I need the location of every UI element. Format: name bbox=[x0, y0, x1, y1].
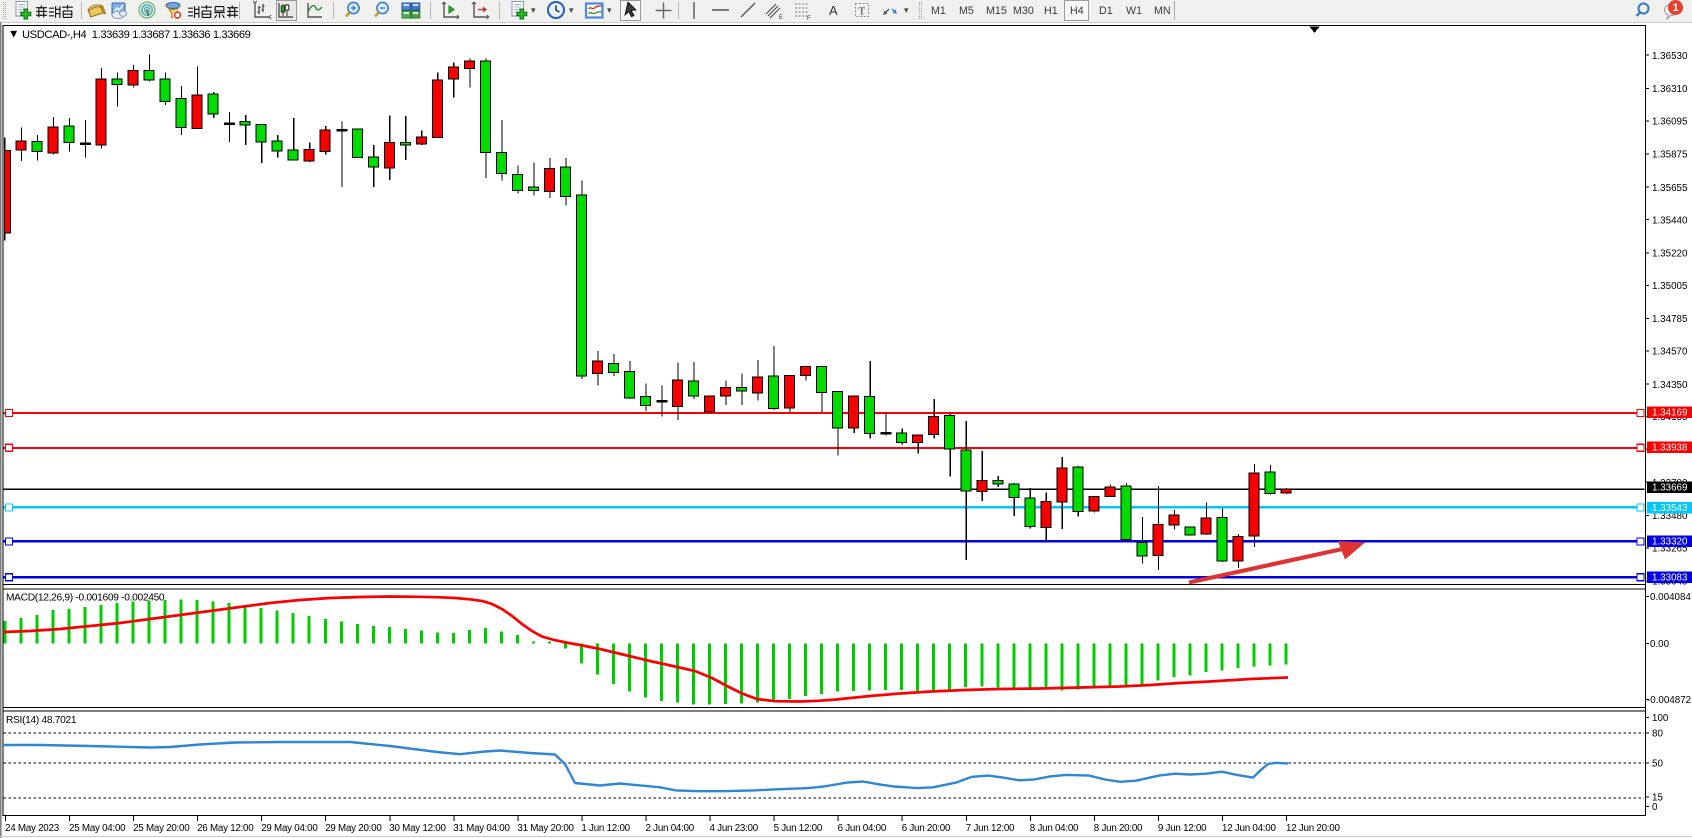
svg-text:50: 50 bbox=[1652, 759, 1663, 770]
svg-text:29 May 20:00: 29 May 20:00 bbox=[325, 823, 382, 834]
svg-text:1.34785: 1.34785 bbox=[1652, 314, 1688, 325]
svg-text:80: 80 bbox=[1652, 729, 1663, 740]
svg-text:MACD(12,26,9) -0.001609 -0.002: MACD(12,26,9) -0.001609 -0.002450 bbox=[6, 593, 165, 604]
svg-text:6 Jun 20:00: 6 Jun 20:00 bbox=[902, 823, 951, 834]
svg-text:2 Jun 04:00: 2 Jun 04:00 bbox=[646, 823, 695, 834]
svg-text:5 Jun 12:00: 5 Jun 12:00 bbox=[774, 823, 823, 834]
svg-text:1.33938: 1.33938 bbox=[1652, 443, 1688, 454]
svg-text:1.35440: 1.35440 bbox=[1652, 215, 1688, 226]
svg-text:1.35875: 1.35875 bbox=[1652, 150, 1688, 161]
svg-text:1.34350: 1.34350 bbox=[1652, 380, 1688, 391]
svg-text:1.36095: 1.36095 bbox=[1652, 116, 1688, 127]
svg-text:30 May 12:00: 30 May 12:00 bbox=[389, 823, 446, 834]
svg-text:1.36310: 1.36310 bbox=[1652, 84, 1688, 95]
svg-text:-0.004872: -0.004872 bbox=[1647, 695, 1691, 706]
svg-text:31 May 20:00: 31 May 20:00 bbox=[517, 823, 574, 834]
svg-text:4 Jun 23:00: 4 Jun 23:00 bbox=[710, 823, 759, 834]
svg-text:1.33320: 1.33320 bbox=[1652, 537, 1688, 548]
svg-text:24 May 2023: 24 May 2023 bbox=[5, 823, 60, 834]
svg-text:8 Jun 04:00: 8 Jun 04:00 bbox=[1030, 823, 1079, 834]
svg-text:1.34570: 1.34570 bbox=[1652, 347, 1688, 358]
svg-text:31 May 04:00: 31 May 04:00 bbox=[453, 823, 510, 834]
svg-text:25 May 04:00: 25 May 04:00 bbox=[69, 823, 126, 834]
svg-text:F: F bbox=[807, 16, 811, 22]
svg-text:1.33669: 1.33669 bbox=[1652, 482, 1687, 493]
svg-text:1.33543: 1.33543 bbox=[1652, 503, 1688, 514]
svg-text:25 May 20:00: 25 May 20:00 bbox=[133, 823, 190, 834]
svg-text:7 Jun 12:00: 7 Jun 12:00 bbox=[966, 823, 1015, 834]
svg-text:26 May 12:00: 26 May 12:00 bbox=[197, 823, 254, 834]
svg-text:100: 100 bbox=[1652, 713, 1669, 724]
svg-text:15: 15 bbox=[1652, 793, 1663, 804]
svg-text:12 Jun 04:00: 12 Jun 04:00 bbox=[1222, 823, 1276, 834]
svg-text:E: E bbox=[779, 15, 783, 21]
svg-text:1.35220: 1.35220 bbox=[1652, 249, 1688, 260]
svg-text:0.004084: 0.004084 bbox=[1650, 592, 1691, 603]
svg-text:▼: ▼ bbox=[8, 29, 19, 41]
svg-text:USDCAD-,H4 1.33639 1.33687 1.: USDCAD-,H4 1.33639 1.33687 1.33636 1.336… bbox=[22, 29, 251, 41]
svg-text:1.36530: 1.36530 bbox=[1652, 51, 1688, 62]
svg-text:0: 0 bbox=[1652, 802, 1658, 813]
svg-text:0.00: 0.00 bbox=[1650, 639, 1670, 650]
svg-text:1.33265: 1.33265 bbox=[1652, 544, 1688, 555]
svg-text:1.35005: 1.35005 bbox=[1652, 281, 1688, 292]
svg-text:29 May 04:00: 29 May 04:00 bbox=[261, 823, 318, 834]
svg-text:1.33480: 1.33480 bbox=[1652, 511, 1688, 522]
svg-text:9 Jun 12:00: 9 Jun 12:00 bbox=[1158, 823, 1207, 834]
svg-text:1 Jun 12:00: 1 Jun 12:00 bbox=[581, 823, 630, 834]
svg-text:8 Jun 20:00: 8 Jun 20:00 bbox=[1094, 823, 1143, 834]
svg-text:6 Jun 04:00: 6 Jun 04:00 bbox=[838, 823, 887, 834]
svg-text:1.35655: 1.35655 bbox=[1652, 183, 1688, 194]
svg-text:T: T bbox=[859, 6, 866, 18]
svg-text:12 Jun 20:00: 12 Jun 20:00 bbox=[1286, 823, 1340, 834]
svg-text:1.33083: 1.33083 bbox=[1652, 573, 1688, 584]
svg-text:1.34169: 1.34169 bbox=[1652, 408, 1687, 419]
svg-text:RSI(14) 48.7021: RSI(14) 48.7021 bbox=[6, 715, 77, 726]
